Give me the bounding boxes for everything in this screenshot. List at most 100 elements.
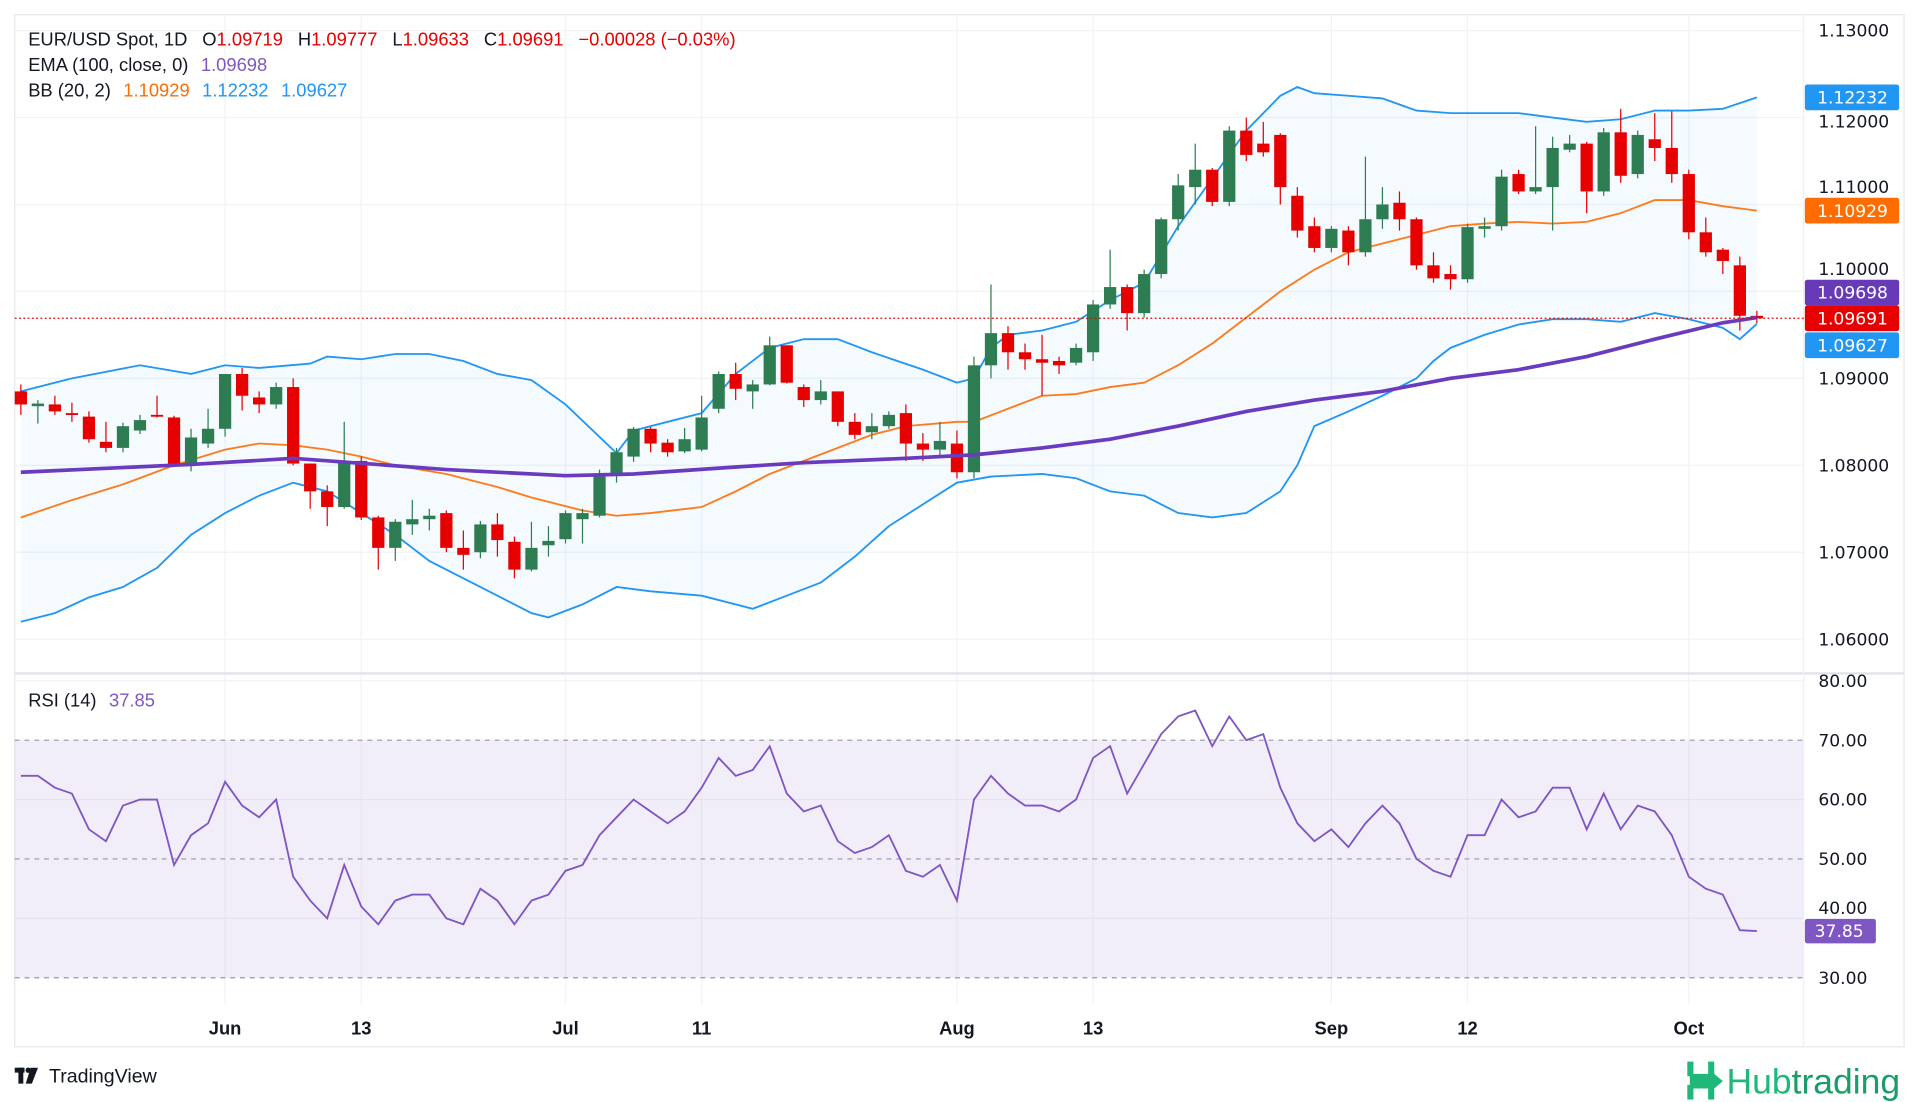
candle-down [1308,226,1321,248]
candle-down [1035,359,1049,363]
rsi-tick-label: 50.00 [1818,850,1867,870]
candle-down [355,460,368,518]
rsi-band [14,739,1804,979]
candle-up [678,439,691,452]
candle-up [984,333,998,366]
candle-up [695,417,708,450]
price-tick-label: 1.13000 [1818,22,1889,42]
candle-down [1716,249,1729,261]
candle-up [882,414,895,427]
candle-up [627,428,640,457]
candle-up [1478,226,1491,229]
candle-down [1342,230,1355,253]
candle-down [1699,232,1712,253]
price-tick-label: 1.11000 [1818,178,1889,198]
price-badge [1804,84,1900,111]
candle-down [235,374,249,396]
candle-up [610,452,623,476]
candle-down [440,513,453,548]
candle-down [1257,143,1270,153]
svg-text:BB (20, 2) 1.10929: BB (20, 2) 1.10929 1.12232 1.09627 [28,80,347,101]
bb-upper-line [20,86,1758,455]
candle-down [1580,143,1593,192]
price-badges: 1.12232 1.10929 1.09698 1.09691 1.09627 37.85 [1804,84,1900,944]
rsi-value: 37.85 [109,690,155,711]
candle-up [270,387,283,405]
bb-upper-value: 1.12232 [202,80,268,101]
candle-down [1001,333,1015,353]
candle-up [1103,287,1117,305]
candle-down [1018,352,1032,360]
legend-open-label: O [202,28,216,49]
time-tick-label: Sep [1315,1018,1349,1039]
candle-up [559,513,572,540]
candle-down [287,387,300,464]
candle-up [133,420,147,431]
legend-close-label: C [484,28,497,49]
legend-close: 1.09691 [497,28,563,49]
candle-up [1325,228,1338,248]
rsi-line [20,709,1757,932]
candle-up [389,521,402,548]
candle-up [1359,219,1372,253]
candle-down [167,417,181,466]
price-tick-label: 1.10000 [1818,260,1889,280]
candle-down [150,414,164,417]
candle-down [99,441,113,448]
candle-down [1427,265,1440,279]
hubtrading-logo: Hubtrading [1687,1061,1900,1101]
ema-line [20,315,1758,478]
candle-down [491,524,504,541]
indicator-lines [14,315,1804,932]
rsi-badge [1804,918,1876,944]
rsi-tick-label: 60.00 [1818,791,1867,811]
candle-down [644,428,657,444]
candle-up [814,391,827,401]
ema-label: EMA (100, close, 0) [28,54,188,75]
candle-down [1052,360,1066,366]
time-tick-label: Aug [939,1018,975,1039]
rsi-label: RSI (14) [28,690,96,711]
price-tick-label: 1.09000 [1818,369,1889,389]
hubtrading-icon [1687,1061,1723,1100]
tradingview-logo[interactable]: TradingView [14,1065,158,1087]
legend-symbol: EUR/USD Spot, 1D [28,28,187,49]
candle-up [593,475,606,516]
candle-up [967,365,981,473]
candle-down [1614,132,1627,176]
legend-low-label: L [392,28,402,49]
candle-up [184,437,198,464]
candle-down [1512,174,1525,192]
axes[interactable]: 1.13000 1.12000 1.11000 1.10000 1.09000 1.080… [209,22,1889,1039]
candle-up [1069,347,1083,363]
price-badge-label: 1.09698 [1817,284,1888,304]
candle-down [950,443,964,473]
svg-text:EUR/USD Spot, 1D O1.0971: EUR/USD Spot, 1D O1.09719 H1.09777 L1.09… [28,28,735,49]
rsi-badge-label: 37.85 [1815,922,1864,942]
legend-high-label: H [298,28,311,49]
brand-hub: Hub [1727,1061,1792,1101]
candle-down [253,397,266,405]
time-tick-label: Jul [552,1018,579,1039]
candle-up [1376,204,1389,220]
price-tick-label: 1.06000 [1818,630,1889,650]
price-badge-label: 1.09627 [1817,336,1888,356]
legend-high: 1.09777 [311,28,377,49]
candle-down [1206,169,1219,202]
price-badge-label: 1.12232 [1817,88,1888,108]
candle-down [65,413,79,415]
candle-up [712,374,725,409]
candle-up [218,374,232,429]
price-badge [1804,305,1900,332]
rsi-tick-label: 40.00 [1818,899,1867,919]
candle-up [1495,176,1508,227]
price-badge [1804,332,1900,359]
candle-down [831,391,844,422]
candle-down [780,345,793,383]
legend-change: −0.00028 (−0.03%) [578,28,735,49]
candle-up [1172,185,1185,220]
time-tick-label: Oct [1673,1018,1704,1039]
candle-up [423,515,436,520]
candle-down [1274,134,1287,188]
